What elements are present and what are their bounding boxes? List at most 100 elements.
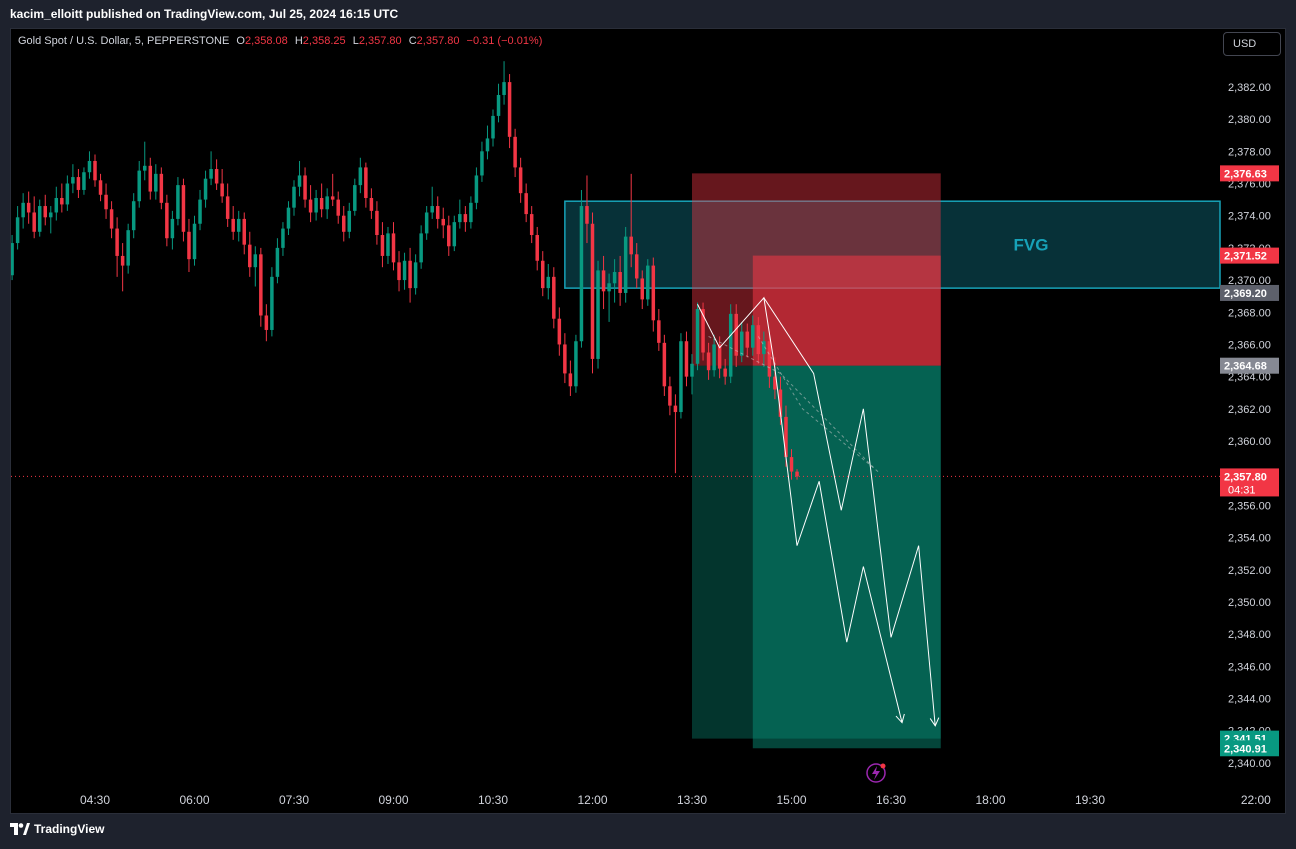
candle	[275, 238, 280, 284]
candle	[165, 194, 169, 247]
candle-body	[369, 197, 374, 211]
candle	[187, 218, 191, 273]
candle	[143, 141, 147, 181]
candle	[380, 222, 385, 268]
candle-body	[430, 206, 434, 213]
candle	[596, 260, 600, 369]
candle-body	[165, 202, 169, 239]
candle-body	[54, 197, 59, 213]
y-tick-label: 2,346.00	[1228, 661, 1271, 673]
candle	[26, 191, 31, 224]
candle	[159, 167, 164, 210]
candle	[314, 189, 318, 221]
candle	[563, 333, 567, 384]
candle	[734, 304, 738, 367]
chart-frame	[10, 28, 1286, 814]
candle-body	[242, 218, 246, 245]
candle	[441, 207, 445, 239]
candle	[618, 255, 622, 306]
symbol-name[interactable]: Gold Spot / U.S. Dollar, 5, PEPPERSTONE	[18, 35, 230, 47]
tradingview-brand: TradingView	[34, 822, 105, 836]
candle	[270, 267, 274, 337]
candle-body	[623, 236, 628, 293]
candle-body	[98, 180, 103, 195]
candle	[491, 109, 495, 147]
lightning-icon[interactable]	[866, 763, 886, 783]
candle	[292, 180, 296, 216]
candle-body	[795, 471, 799, 477]
currency-button[interactable]: USD	[1223, 32, 1281, 56]
candle	[65, 175, 70, 211]
candle	[795, 469, 799, 480]
candle-body	[706, 352, 711, 371]
candle-body	[679, 341, 683, 413]
countdown-text: 04:31	[1228, 484, 1256, 496]
candle	[54, 186, 59, 221]
candle	[557, 307, 562, 356]
change-value: −0.31 (−0.01%)	[466, 35, 543, 47]
candle	[15, 206, 20, 250]
candle-body	[452, 222, 457, 247]
x-tick-label: 09:00	[378, 793, 408, 807]
candle-body	[535, 235, 539, 261]
candle	[662, 334, 667, 396]
candle-body	[60, 197, 64, 205]
candle-body	[651, 265, 656, 321]
candle-body	[32, 212, 36, 232]
candle-body	[275, 247, 280, 277]
candle-body	[176, 185, 180, 219]
candle-body	[634, 254, 639, 279]
price-label-text: 2,340.91	[1224, 743, 1267, 755]
candle-body	[231, 218, 235, 232]
candle	[242, 212, 246, 255]
x-tick-label: 07:30	[279, 793, 309, 807]
arrow-head	[895, 713, 905, 724]
candle-body	[502, 82, 506, 95]
candle-body	[159, 173, 164, 203]
candle-body	[253, 254, 258, 268]
candle-body	[673, 405, 678, 413]
candle-body	[728, 313, 733, 377]
candle-body	[126, 230, 130, 266]
candle	[209, 151, 213, 186]
candle	[424, 206, 429, 240]
candle-body	[131, 201, 136, 231]
candle	[71, 164, 75, 194]
candle-body	[26, 202, 31, 213]
candle	[137, 160, 141, 208]
candle-body	[347, 210, 352, 232]
candle	[353, 178, 357, 216]
candle	[49, 206, 53, 234]
candle	[668, 376, 672, 416]
candle-body	[662, 342, 667, 387]
candle-body	[286, 207, 291, 229]
candle	[789, 449, 794, 480]
candle	[220, 169, 224, 203]
candle-body	[342, 215, 346, 232]
candle	[397, 251, 401, 292]
y-tick-label: 2,348.00	[1228, 629, 1271, 641]
candle	[469, 196, 473, 229]
candle-body	[264, 315, 269, 330]
y-tick-label: 2,356.00	[1228, 500, 1271, 512]
candle	[447, 215, 451, 256]
target-zone	[692, 365, 941, 739]
candle	[634, 243, 639, 289]
close-label: C	[408, 35, 417, 47]
candle	[535, 226, 539, 271]
y-tick-label: 2,360.00	[1228, 436, 1271, 448]
candle-body	[109, 209, 114, 229]
candle	[115, 217, 119, 277]
candle	[214, 159, 219, 190]
candlestick-chart[interactable]: 04:30 06:00 07:30 09:00 10:30 12:00 13:30 15:00…	[11, 29, 1285, 813]
tradingview-logo[interactable]: TradingView	[10, 822, 104, 836]
candle	[303, 167, 307, 208]
candle	[574, 334, 578, 393]
x-tick-label: 15:00	[776, 793, 806, 807]
candle-body	[87, 160, 92, 173]
x-tick-label: 19:30	[1075, 793, 1105, 807]
candle-body	[496, 94, 501, 116]
candle-body	[364, 167, 368, 198]
low-label: L	[352, 35, 359, 47]
candle-body	[579, 206, 584, 342]
